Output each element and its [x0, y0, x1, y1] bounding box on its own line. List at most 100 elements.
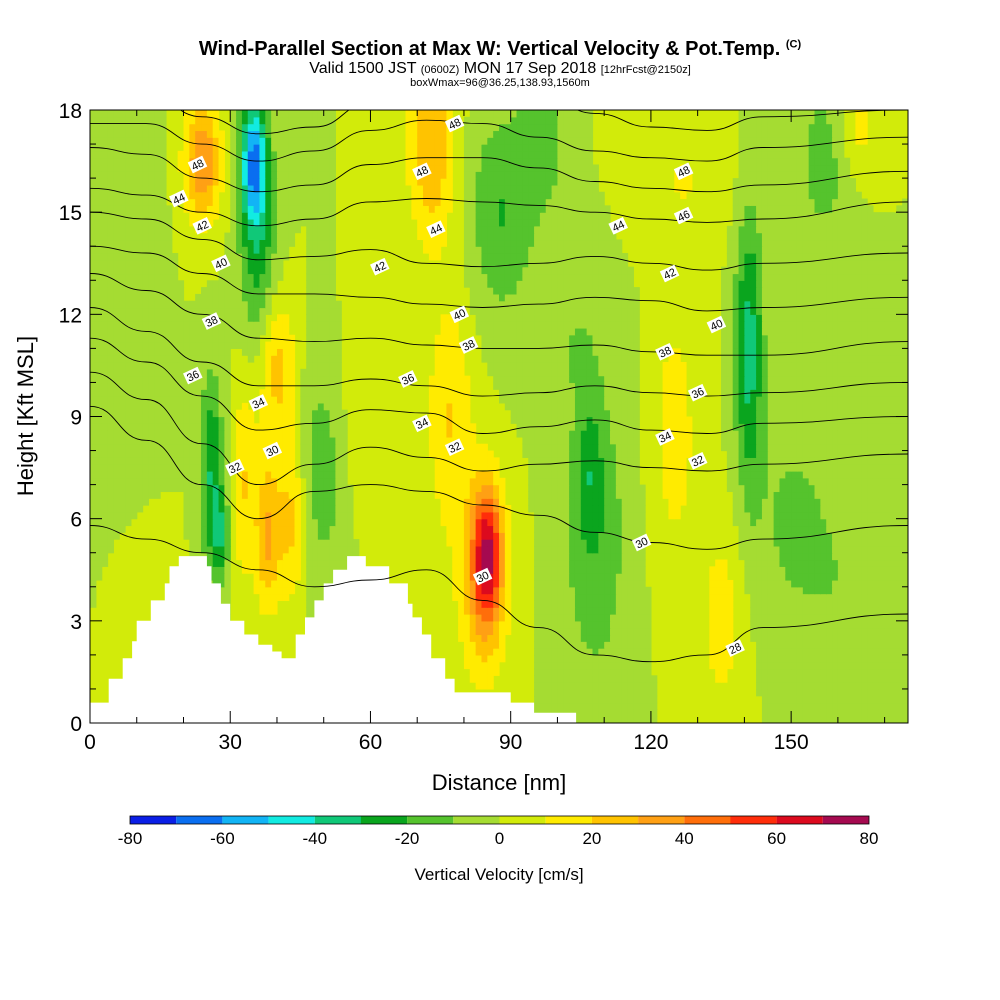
velocity-cell [586, 695, 594, 704]
velocity-cell [791, 620, 798, 629]
velocity-cell [615, 641, 623, 649]
velocity-cell [808, 430, 816, 438]
velocity-cell [884, 511, 892, 520]
velocity-cell [171, 368, 179, 377]
velocity-cell [837, 484, 845, 493]
velocity-cell [878, 641, 886, 649]
velocity-cell [615, 675, 623, 683]
velocity-cell [475, 505, 483, 513]
velocity-cell [884, 355, 892, 363]
velocity-cell [493, 532, 500, 540]
velocity-cell [680, 436, 687, 445]
velocity-cell [902, 470, 908, 479]
velocity-cell [323, 464, 331, 472]
velocity-cell [604, 498, 611, 506]
velocity-cell [855, 375, 862, 384]
velocity-cell [610, 559, 617, 567]
velocity-cell [627, 586, 634, 595]
velocity-cell [329, 348, 336, 356]
velocity-cell [317, 409, 325, 418]
velocity-cell [329, 355, 336, 363]
velocity-cell [329, 382, 336, 390]
velocity-cell [534, 532, 541, 540]
velocity-cell [253, 484, 261, 493]
velocity-cell [446, 375, 453, 384]
velocity-cell [206, 505, 214, 513]
velocity-cell [668, 423, 675, 431]
velocity-cell [832, 382, 839, 390]
velocity-cell [761, 375, 769, 384]
velocity-cell [539, 436, 547, 445]
velocity-cell [808, 484, 816, 493]
velocity-cell [715, 661, 722, 670]
velocity-cell [469, 620, 477, 629]
velocity-cell [534, 443, 541, 452]
velocity-cell [832, 436, 839, 445]
velocity-cell [347, 518, 354, 527]
velocity-cell [165, 389, 173, 397]
velocity-cell [335, 491, 342, 499]
velocity-cell [592, 620, 599, 629]
velocity-cell [878, 688, 886, 697]
velocity-cell [615, 491, 623, 499]
velocity-cell [534, 470, 541, 479]
velocity-cell [569, 532, 576, 540]
velocity-cell [861, 525, 868, 533]
velocity-cell [160, 362, 167, 370]
velocity-cell [779, 362, 786, 370]
velocity-cell [627, 688, 634, 697]
velocity-cell [592, 423, 599, 431]
velocity-cell [639, 491, 646, 499]
velocity-cell [867, 702, 874, 710]
velocity-cell [306, 457, 313, 465]
velocity-cell [493, 477, 500, 486]
velocity-cell [119, 484, 126, 493]
velocity-cell [604, 491, 611, 499]
velocity-cell [837, 641, 845, 649]
velocity-cell [165, 375, 173, 384]
velocity-cell [247, 430, 255, 438]
velocity-cell [902, 498, 908, 506]
velocity-cell [551, 668, 559, 676]
velocity-cell [107, 368, 114, 377]
velocity-cell [165, 470, 173, 479]
velocity-cell [493, 470, 500, 479]
velocity-cell [621, 716, 629, 723]
velocity-cell [516, 423, 523, 431]
velocity-cell [551, 348, 559, 356]
velocity-cell [241, 518, 249, 527]
velocity-cell [563, 675, 570, 683]
velocity-cell [499, 607, 506, 615]
velocity-cell [820, 484, 827, 493]
velocity-cell [276, 566, 284, 574]
velocity-cell [796, 634, 804, 642]
velocity-cell [288, 443, 296, 452]
velocity-cell [884, 402, 892, 411]
velocity-cell [125, 511, 132, 520]
velocity-cell [890, 675, 897, 683]
velocity-cell [884, 545, 892, 554]
velocity-cell [808, 552, 816, 561]
velocity-cell [604, 470, 611, 479]
velocity-cell [750, 498, 757, 506]
velocity-cell [195, 539, 202, 547]
velocity-cell [837, 695, 845, 704]
velocity-cell [557, 355, 564, 363]
velocity-cell [773, 443, 781, 452]
velocity-cell [802, 532, 810, 540]
velocity-cell [779, 396, 786, 404]
velocity-cell [563, 614, 570, 622]
velocity-cell [738, 450, 745, 458]
velocity-cell [557, 430, 564, 438]
velocity-cell [265, 355, 272, 363]
velocity-cell [808, 709, 816, 717]
velocity-cell [715, 620, 722, 629]
velocity-cell [814, 675, 821, 683]
velocity-cell [452, 375, 459, 384]
velocity-cell [586, 586, 594, 595]
velocity-cell [557, 470, 564, 479]
velocity-cell [598, 355, 605, 363]
velocity-cell [569, 423, 576, 431]
velocity-cell [212, 470, 220, 479]
velocity-cell [890, 505, 897, 513]
